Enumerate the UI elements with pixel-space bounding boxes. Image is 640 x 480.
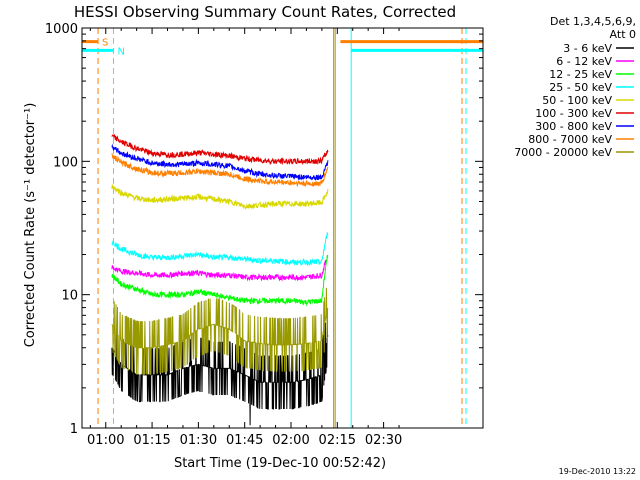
y-axis-label: Corrected Count Rate (s⁻¹ detector⁻¹)	[23, 103, 38, 348]
x-tick-label: 01:30	[180, 433, 217, 448]
y-tick-label: 100	[53, 155, 78, 170]
legend-entry: 100 - 300 keV	[535, 107, 612, 120]
legend-entry: 25 - 50 keV	[549, 81, 612, 94]
series-line-1	[111, 254, 329, 282]
state-bars: SN	[82, 38, 483, 57]
series-line-8	[111, 287, 329, 375]
legend-entry: 3 - 6 keV	[563, 42, 612, 55]
x-tick-label: 02:30	[365, 433, 402, 448]
legend-entry: 7000 - 20000 keV	[514, 146, 612, 159]
series-line-6	[111, 143, 329, 181]
chart-title: HESSI Observing Summary Count Rates, Cor…	[74, 3, 456, 21]
series-line-2	[111, 254, 329, 307]
y-tick-label: 10	[61, 289, 78, 304]
legend-entry: 300 - 800 keV	[535, 120, 612, 133]
legend-entry: 12 - 25 keV	[549, 68, 612, 81]
series-line-4	[111, 184, 329, 210]
series-line-7	[111, 153, 329, 188]
timestamp: 19-Dec-2010 13:22	[559, 467, 636, 476]
x-tick-label: 02:00	[272, 433, 309, 448]
legend-entry: 50 - 100 keV	[542, 94, 612, 107]
x-ticks: 01:00 01:15 01:30 01:45 02:00 02:15 02:30	[87, 28, 402, 448]
plot-frame	[81, 27, 484, 429]
x-tick-label: 01:15	[133, 433, 170, 448]
x-axis-label: Start Time (19-Dec-10 00:52:42)	[174, 456, 386, 471]
y-tick-label: 1000	[45, 22, 78, 37]
state-bar-label: S	[102, 38, 108, 49]
legend-entry: 6 - 12 keV	[556, 55, 612, 68]
legend-entry: 800 - 7000 keV	[528, 133, 612, 146]
state-bar-label: N	[117, 46, 124, 57]
series-lines	[111, 134, 329, 426]
x-tick-label: 01:00	[87, 433, 124, 448]
series-line-5	[111, 134, 329, 166]
y-tick-label: 1	[70, 422, 78, 437]
x-tick-label: 02:15	[319, 433, 356, 448]
x-tick-label: 01:45	[226, 433, 263, 448]
legend-header: Det 1,3,4,5,6,9,	[550, 15, 636, 28]
y-ticks: 1 10 100 1000	[45, 22, 483, 437]
legend-header: Att 0	[610, 28, 636, 41]
series-line-0	[111, 312, 329, 426]
series-line-3	[111, 232, 329, 267]
